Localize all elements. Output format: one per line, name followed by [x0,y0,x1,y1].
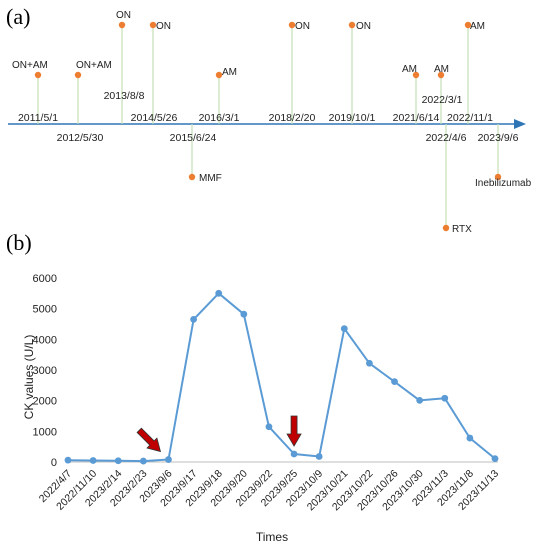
ck-data-point [491,455,499,463]
ck-data-point [165,456,172,463]
ck-data-point [265,423,273,431]
timeline-event-label: AM [402,64,417,75]
timeline-event-label: ON [116,10,131,21]
timeline-date-label: 2013/8/8 [104,90,145,102]
x-axis: 2022/4/72022/11/102023/2/142023/2/232023… [37,461,501,513]
timeline-event-dot [412,71,420,79]
y-tick-label: 6000 [33,273,57,285]
timeline-event-dot [74,71,82,79]
timeline-event-label: ON+AM [76,60,112,71]
timeline-event-label: Inebilizumab [475,178,532,189]
timeline-date-label: 2018/2/20 [269,112,316,124]
ck-data-point [290,450,298,458]
timeline-event-dot [464,21,472,29]
treatment-arrows [136,415,302,453]
ck-data-point [89,457,97,464]
y-axis: 0 1000 2000 3000 4000 5000 6000 [33,273,57,469]
ck-data-point [139,457,147,465]
timeline-date-label: 2022/11/1 [447,112,493,124]
timeline-date-label: 2022/3/1 [422,94,463,106]
ck-data-point [190,316,197,323]
timeline-date-label: 2021/6/14 [393,112,440,124]
ck-data-point [114,457,122,465]
timeline-date-label: 2012/5/30 [57,132,104,144]
timeline-event-dot [437,71,445,79]
timeline-date-label: 2023/9/6 [478,132,519,144]
timeline-event-dot [442,224,450,232]
y-tick-label: 2000 [33,396,57,408]
timeline-arrowhead [514,119,526,129]
ck-data-point [340,325,348,332]
ck-data-point [240,310,248,318]
y-tick-label: 4000 [33,334,57,346]
timeline-event-dot [149,21,157,29]
ck-data-point [391,378,398,386]
x-axis-title: Times [256,530,288,544]
treatment-arrow [136,427,162,453]
timeline: ON+AM ON+AM ON ON MMF AM ON ON AM AM RTX AM Inebiliz… [8,10,532,235]
timeline-event-dot [118,21,126,29]
treatment-arrow [286,415,302,447]
timeline-event-label: AM [222,67,237,78]
timeline-event-dot [348,21,356,29]
timeline-event-label: MMF [199,173,222,184]
ck-line-chart: 0 1000 2000 3000 4000 5000 6000 2022/4/72022/1… [22,273,501,544]
timeline-event-label: ON [295,21,310,32]
timeline-date-label: 2022/4/6 [426,132,467,144]
ck-data-point [64,456,72,464]
y-tick-label: 3000 [33,365,57,377]
timeline-event-label: ON [356,21,371,32]
timeline-event-dot [494,173,502,181]
ck-data-point [315,453,323,460]
timeline-event-dot [188,173,196,181]
ck-series [64,289,499,465]
y-axis-title: CK values (U/L) [22,335,36,420]
timeline-event-dot [215,71,223,79]
ck-data-point [366,359,373,367]
timeline-event-label: ON [156,21,171,32]
arrow-shape [136,427,162,453]
ck-data-point [215,289,223,297]
timeline-date-label: 2014/5/26 [131,112,178,124]
panel-label-a: (a) [6,4,30,29]
y-tick-label: 0 [51,457,57,469]
timeline-date-label: 2011/5/1 [18,112,58,124]
arrow-shape [286,415,302,447]
timeline-event-label: AM [434,64,449,75]
timeline-date-label: 2019/10/1 [329,112,376,124]
y-tick-label: 1000 [33,426,57,438]
ck-data-point [441,394,449,402]
timeline-event-label: ON+AM [12,60,48,71]
timeline-date-label: 2015/6/24 [170,132,217,144]
ck-data-point [466,434,474,442]
timeline-event-dot [34,71,42,79]
timeline-event-label: AM [470,21,485,32]
panel-label-b: (b) [6,230,32,255]
y-tick-label: 5000 [33,304,57,316]
timeline-event-dot [288,21,296,29]
ck-series-line [67,292,496,463]
ck-data-point [416,396,424,404]
timeline-event-label: RTX [452,224,472,235]
timeline-date-label: 2016/3/1 [199,112,240,124]
